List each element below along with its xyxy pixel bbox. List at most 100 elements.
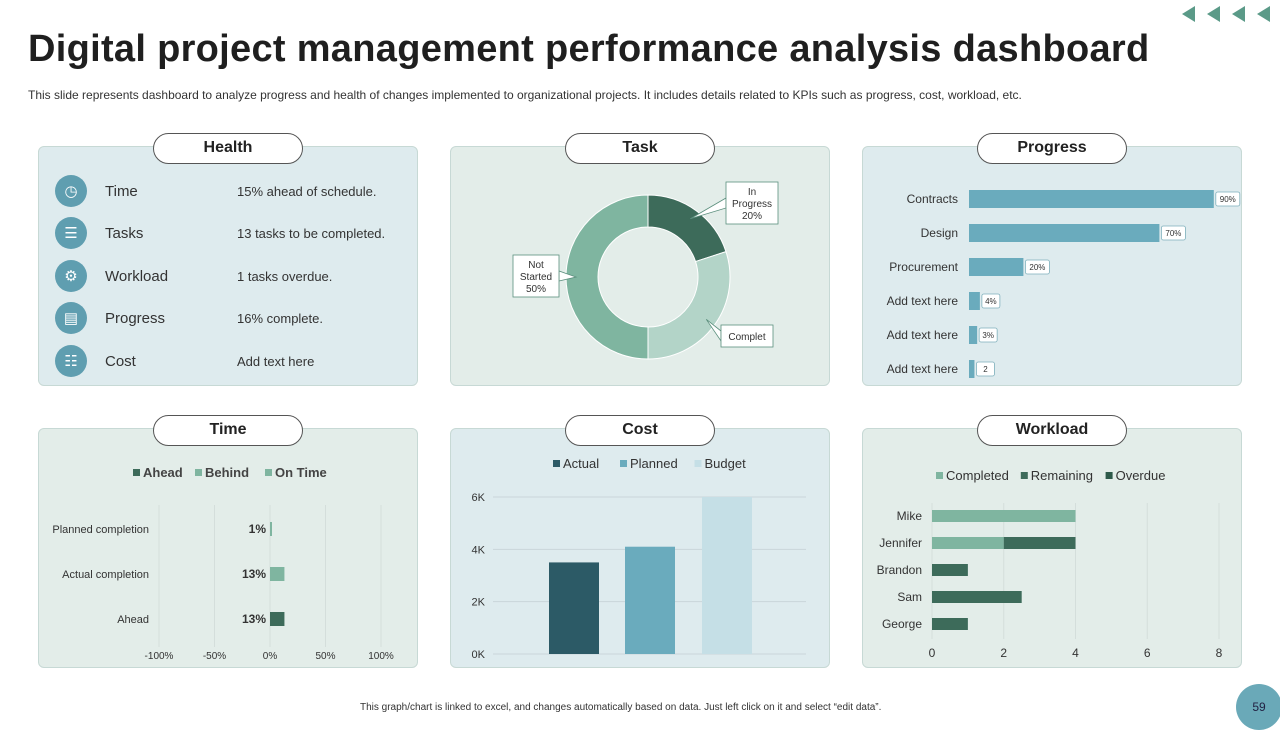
time-bar	[270, 522, 272, 536]
y-tick-label: 6K	[472, 492, 486, 504]
workload-bar	[932, 510, 1076, 522]
legend-swatch	[694, 460, 702, 467]
data-label-box	[976, 361, 995, 377]
data-label-box	[981, 293, 1001, 309]
donut-slice	[647, 251, 731, 360]
data-label: 90%	[1220, 195, 1236, 204]
slice-label: Progress	[732, 199, 772, 210]
legend-label: Behind	[205, 465, 249, 480]
health-value: 13 tasks to be completed.	[237, 225, 386, 241]
time-title: Time	[153, 415, 303, 446]
category-label: Add text here	[887, 294, 959, 308]
x-tick-label: 0%	[263, 651, 278, 662]
data-label-box	[1024, 259, 1050, 275]
x-tick-label: 2	[1000, 646, 1007, 660]
category-label: Procurement	[889, 260, 958, 274]
progress-bar	[969, 258, 1024, 276]
health-value: 1 tasks overdue.	[237, 268, 333, 284]
progress-bar	[969, 224, 1160, 242]
legend-label: Budget	[705, 456, 747, 471]
data-label: 20%	[1029, 263, 1045, 272]
health-row-progress: ▤ Progress 16% complete.	[55, 302, 323, 334]
cost-column-chart: Actual Planned Budget 0K 2K 4K 6K	[472, 456, 806, 661]
cost-panel: Cost Actual Planned Budget 0K 2K 4K 6K	[450, 415, 830, 668]
slice-label: Not	[528, 260, 544, 271]
y-tick-label: 4K	[472, 544, 486, 556]
worker-icon: ⚙	[55, 260, 87, 292]
nav-arrow-icon[interactable]	[1257, 6, 1270, 22]
legend-label: Overdue	[1116, 468, 1166, 483]
x-tick-label: 8	[1216, 646, 1223, 660]
progress-title: Progress	[977, 133, 1127, 164]
health-title: Health	[153, 133, 303, 164]
page-number: 59	[1236, 684, 1280, 730]
health-label: Tasks	[105, 224, 144, 242]
progress-bar	[969, 326, 978, 344]
nav-arrow-icon[interactable]	[1232, 6, 1245, 22]
progress-bar	[969, 360, 975, 378]
health-row-cost: ☷ Cost Add text here	[55, 345, 314, 377]
category-label: Brandon	[877, 563, 922, 577]
health-value: 15% ahead of schedule.	[237, 183, 377, 199]
time-bar	[270, 567, 285, 581]
legend-label: On Time	[275, 465, 327, 480]
health-label: Workload	[105, 267, 169, 285]
legend-label: Ahead	[143, 465, 183, 480]
cost-bar	[549, 562, 599, 654]
slice-label: Started	[520, 272, 552, 283]
workload-bar	[932, 591, 1022, 603]
x-tick-label: 100%	[368, 651, 394, 662]
health-row-tasks: ☰ Tasks 13 tasks to be completed.	[55, 217, 385, 249]
cost-bar	[625, 546, 675, 654]
slice-value: 50%	[526, 284, 546, 295]
slice-label: In	[748, 187, 756, 198]
progress-panel: Progress Contracts 90% Design 70% Procuremen…	[862, 133, 1242, 386]
data-label: 4%	[985, 297, 997, 306]
y-tick-label: 2K	[472, 597, 486, 609]
x-tick-label: 4	[1072, 646, 1079, 660]
data-label: 13%	[242, 612, 266, 626]
legend-swatch	[553, 460, 560, 467]
legend-swatch	[620, 460, 627, 467]
workload-title: Workload	[977, 415, 1127, 446]
data-label-box	[1160, 225, 1186, 241]
page-title: Digital project management performance a…	[28, 28, 1150, 70]
time-bar-chart: Ahead Behind On Time -100% -50% 0% 50% 100% Plan…	[52, 465, 394, 662]
health-label: Cost	[105, 352, 136, 370]
nav-arrow-icon[interactable]	[1207, 6, 1220, 22]
cost-bar	[702, 497, 752, 654]
chart-icon: ▤	[55, 302, 87, 334]
nav-arrow-icon[interactable]	[1182, 6, 1195, 22]
legend-swatch	[1020, 472, 1028, 479]
category-label: Contracts	[907, 192, 958, 206]
data-label-box	[1215, 191, 1241, 207]
progress-bar	[969, 190, 1214, 208]
document-icon: ☷	[55, 345, 87, 377]
time-panel: Time Ahead Behind On Time -100% -50% 0% 50% 100…	[38, 415, 418, 668]
category-label: Actual completion	[62, 569, 149, 581]
category-label: Planned completion	[52, 524, 149, 536]
health-row-workload: ⚙ Workload 1 tasks overdue.	[55, 260, 332, 292]
time-bar	[270, 612, 285, 626]
navigation-arrows	[1182, 6, 1270, 22]
data-label-box	[978, 327, 998, 343]
data-label: 2	[983, 365, 988, 374]
category-label: George	[882, 617, 922, 631]
category-label: Add text here	[887, 362, 959, 376]
legend-swatch	[936, 472, 943, 479]
legend-swatch	[133, 469, 140, 476]
workload-bar-chart: Completed Remaining Overdue 0 2 4 6 8 Mike Jennif…	[877, 468, 1223, 660]
legend-swatch	[195, 469, 202, 476]
page-subtitle: This slide represents dashboard to analy…	[28, 88, 1022, 102]
progress-bar	[969, 292, 980, 310]
data-label: 3%	[982, 331, 994, 340]
task-title: Task	[565, 133, 715, 164]
clock-icon: ◷	[55, 175, 87, 207]
category-label: Sam	[897, 590, 922, 604]
workload-bar	[932, 618, 968, 630]
health-row-time: ◷ Time 15% ahead of schedule.	[55, 175, 377, 207]
legend-label: Remaining	[1031, 468, 1093, 483]
callout-box	[725, 181, 779, 225]
legend-label: Completed	[946, 468, 1009, 483]
health-label: Time	[105, 182, 138, 200]
